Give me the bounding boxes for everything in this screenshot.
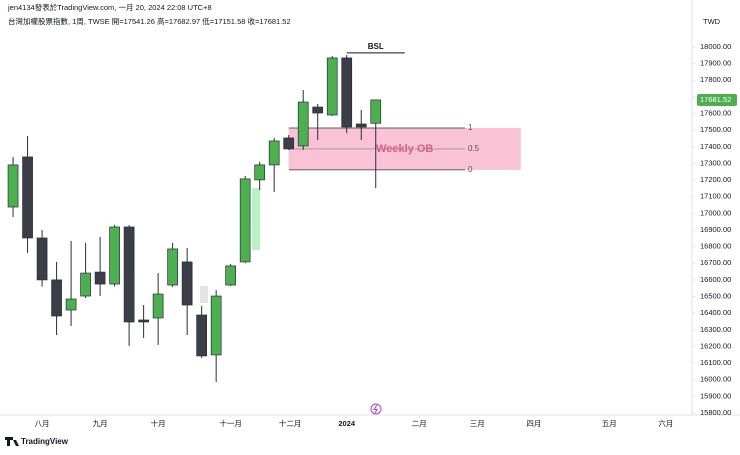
candle-body <box>65 298 77 311</box>
candle-body <box>312 106 324 114</box>
candle-body <box>268 140 280 166</box>
candle-body <box>239 178 251 263</box>
bsl-label: BSL <box>368 42 384 51</box>
y-tick-label: 16300.00 <box>700 325 731 334</box>
candle-body <box>326 57 338 116</box>
candle-body <box>22 156 33 239</box>
x-tick-label: 四月 <box>526 419 541 428</box>
candle-body <box>181 261 193 306</box>
y-tick-label: 16100.00 <box>700 358 731 367</box>
candle-body <box>225 265 237 286</box>
candle-body <box>138 319 149 323</box>
brand-logo <box>5 437 19 446</box>
x-tick-label: 二月 <box>412 419 427 428</box>
candle-body <box>283 137 295 150</box>
y-tick-label: 15900.00 <box>700 391 731 400</box>
candle-body <box>355 123 367 128</box>
y-tick-label: 17000.00 <box>700 208 731 217</box>
order-block-label: Weekly OB <box>376 143 433 155</box>
event-icon-bolt <box>373 404 378 414</box>
candle-body <box>109 226 120 285</box>
fib-label: 1 <box>468 123 473 132</box>
y-tick-label: 17400.00 <box>700 142 731 151</box>
y-tick-label: 17600.00 <box>700 108 731 117</box>
symbol-line: 台灣加權股票指數, 1周, TWSE 開=17541.26 高=17682.97… <box>8 16 291 26</box>
candle-body <box>254 164 266 181</box>
candle-body <box>297 101 309 147</box>
fib-label: 0.5 <box>468 144 480 153</box>
x-tick-label: 十月 <box>151 418 166 428</box>
candle-body <box>123 226 135 323</box>
y-tick-label: 17500.00 <box>700 125 731 134</box>
y-tick-label: 17900.00 <box>700 59 731 68</box>
candle-body <box>80 272 91 297</box>
x-tick-label: 九月 <box>93 419 108 428</box>
last-price-tag <box>697 93 737 106</box>
last-price-label: 17681.52 <box>700 95 731 104</box>
y-tick-label: 16200.00 <box>700 341 731 350</box>
y-tick-label: 16500.00 <box>700 292 731 301</box>
candle-body <box>94 271 106 285</box>
candle-body <box>341 57 353 128</box>
currency: TWD <box>703 17 721 26</box>
gap-highlight <box>200 286 208 303</box>
x-tick-label: 八月 <box>35 419 50 428</box>
candle-body <box>196 314 208 357</box>
x-tick-label: 十二月 <box>279 418 302 428</box>
x-tick-label: 十一月 <box>219 418 242 428</box>
candle-body <box>167 248 178 286</box>
y-tick-label: 16400.00 <box>700 308 731 317</box>
y-tick-label: 17200.00 <box>700 175 731 184</box>
y-tick-label: 17300.00 <box>700 158 731 167</box>
candle-body <box>210 295 222 356</box>
y-tick-label: 15800.00 <box>700 408 731 417</box>
y-tick-label: 16800.00 <box>700 242 731 251</box>
y-tick-label: 16600.00 <box>700 275 731 284</box>
y-tick-label: 16000.00 <box>700 375 731 384</box>
candle-body <box>152 293 164 319</box>
candle-body <box>7 164 19 208</box>
author-line: jen4134發表於TradingView.com, 一月 20, 2024 2… <box>7 2 212 12</box>
x-tick-label: 六月 <box>658 418 673 428</box>
y-tick-label: 16700.00 <box>700 258 731 267</box>
y-tick-label: 18000.00 <box>700 42 731 51</box>
candle-body <box>370 99 382 124</box>
fib-label: 0 <box>468 165 473 174</box>
x-tick-label: 2024 <box>338 419 356 428</box>
x-tick-label: 三月 <box>470 419 485 428</box>
y-tick-label: 16900.00 <box>700 225 731 234</box>
gap-highlight <box>252 188 260 250</box>
y-tick-label: 17800.00 <box>700 75 731 84</box>
x-tick-label: 五月 <box>602 419 617 428</box>
y-tick-label: 17100.00 <box>700 192 731 201</box>
event-icon <box>370 403 382 415</box>
brand: TradingView <box>21 437 69 446</box>
candle-body <box>51 279 62 317</box>
candle-body <box>36 237 48 281</box>
